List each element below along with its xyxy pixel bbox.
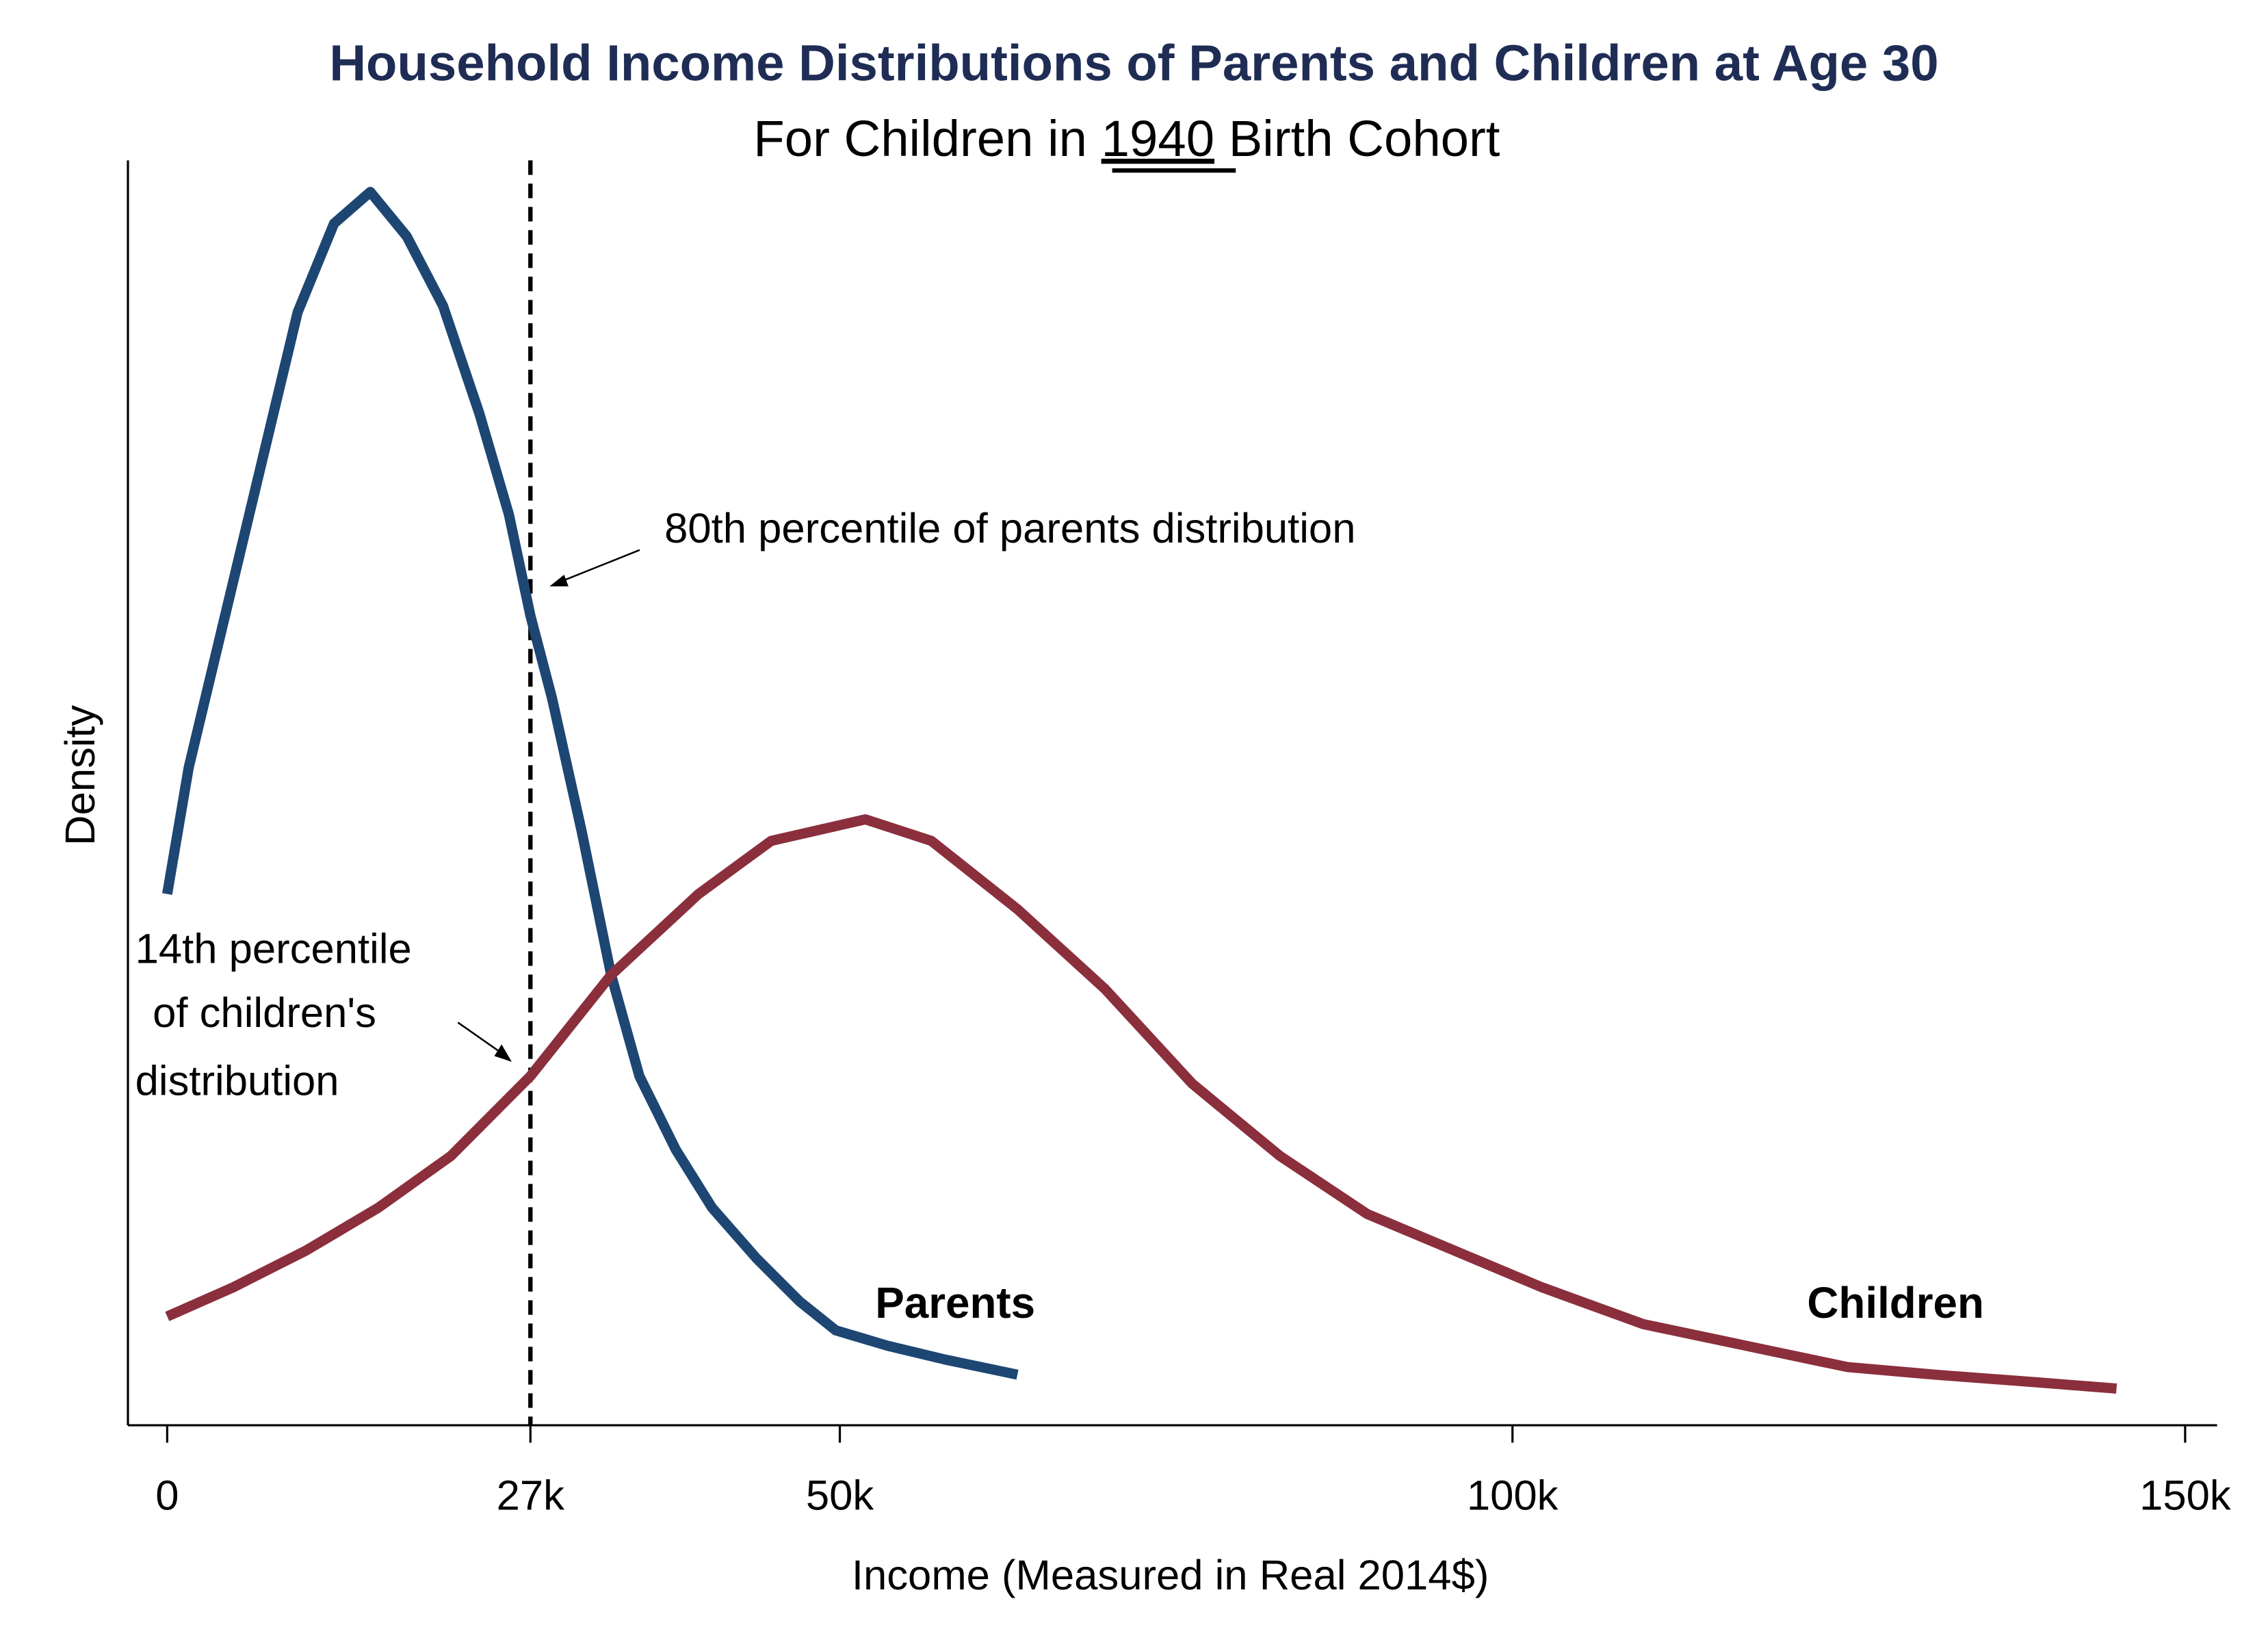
- children-annotation-line-3: distribution: [135, 1058, 339, 1105]
- chart-title: Household Income Distributions of Parent…: [329, 34, 1938, 91]
- children-annotation-line-2: of children's: [153, 989, 376, 1037]
- x-tick-label: 150k: [2139, 1472, 2231, 1519]
- chart-subtitle: For Children in 1940 Birth Cohort: [753, 110, 1500, 167]
- x-tick-label: 50k: [806, 1472, 874, 1519]
- children-density-line: [165, 814, 2117, 1394]
- children-arrowhead: [494, 1044, 512, 1062]
- series-group: [162, 187, 2117, 1394]
- parents-label: Parents: [875, 1278, 1035, 1327]
- subtitle-prefix: For Children in: [753, 110, 1101, 167]
- parents-arrowhead: [549, 574, 569, 586]
- x-tick-label: 0: [155, 1472, 179, 1519]
- subtitle-suffix: Birth Cohort: [1214, 110, 1500, 167]
- parents-density-line: [162, 187, 1019, 1380]
- x-axis-label: Income (Measured in Real 2014$): [852, 1552, 1489, 1599]
- children-annotation-arrow: [457, 1022, 502, 1054]
- subtitle-year: 1940: [1102, 110, 1214, 167]
- y-axis-label: Density: [57, 705, 104, 846]
- x-ticks: 0 27k 50k 100k 150k: [155, 1425, 2231, 1519]
- children-label: Children: [1807, 1278, 1984, 1327]
- parents-annotation-arrow: [559, 549, 640, 583]
- x-tick-label: 100k: [1467, 1472, 1559, 1519]
- children-annotation-line-1: 14th percentile: [135, 925, 412, 972]
- parents-80th-annotation: 80th percentile of parents distribution: [664, 505, 1355, 552]
- x-tick-label: 27k: [497, 1472, 565, 1519]
